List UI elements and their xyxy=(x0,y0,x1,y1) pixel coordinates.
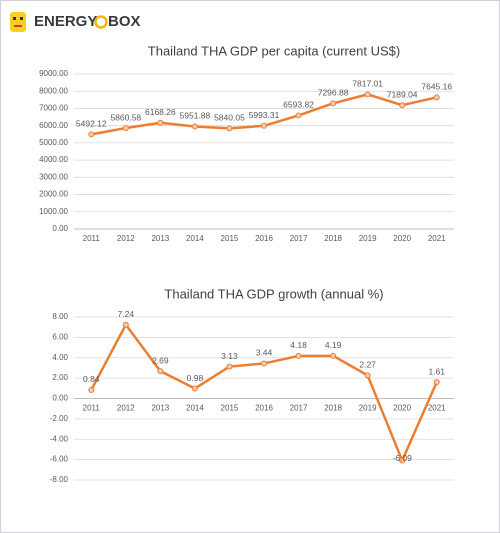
x-tick-label: 2012 xyxy=(117,234,135,243)
data-label: 4.19 xyxy=(325,340,342,350)
data-label: 5993.31 xyxy=(249,110,280,120)
data-label: 7296.88 xyxy=(318,88,349,98)
data-label: 2.27 xyxy=(359,360,376,370)
logo-eye xyxy=(13,17,16,20)
x-tick-label: 2020 xyxy=(393,404,411,413)
x-tick-label: 2015 xyxy=(221,404,239,413)
x-tick-label: 2018 xyxy=(324,404,342,413)
logo: ENERGY BOX xyxy=(10,12,141,32)
x-tick-label: 2016 xyxy=(255,234,273,243)
data-label: -6.09 xyxy=(392,453,412,463)
chart-title: Thailand THA GDP growth (annual %) xyxy=(164,286,383,301)
logo-mouth xyxy=(14,25,22,27)
chart-title: Thailand THA GDP per capita (current US$… xyxy=(148,43,400,58)
x-tick-label: 2019 xyxy=(359,404,377,413)
y-tick-label: 0.00 xyxy=(52,224,68,233)
marker xyxy=(261,122,267,129)
data-label: 7817.01 xyxy=(352,79,383,89)
logo-icon xyxy=(10,12,26,32)
data-label: 6168.26 xyxy=(145,107,176,117)
marker xyxy=(364,91,371,98)
y-tick-label: 6.00 xyxy=(52,332,68,341)
y-tick-label: 9000.00 xyxy=(39,69,68,78)
x-tick-label: 2016 xyxy=(255,404,273,413)
y-tick-label: 8.00 xyxy=(52,312,68,321)
y-tick-label: 4.00 xyxy=(52,353,68,362)
data-label: 3.13 xyxy=(221,351,238,361)
marker xyxy=(157,368,164,375)
y-tick-label: -2.00 xyxy=(50,414,69,423)
marker xyxy=(88,386,95,393)
data-label: 5492.12 xyxy=(76,119,107,129)
x-tick-label: 2017 xyxy=(290,404,308,413)
data-label: 2.69 xyxy=(152,355,169,365)
marker xyxy=(122,321,129,328)
marker xyxy=(191,385,198,392)
y-tick-label: 6000.00 xyxy=(39,121,68,130)
x-tick-label: 2019 xyxy=(359,234,377,243)
x-tick-label: 2018 xyxy=(324,234,342,243)
marker xyxy=(191,123,198,130)
data-label: 6593.82 xyxy=(283,100,314,110)
marker xyxy=(157,119,164,126)
marker xyxy=(226,125,233,132)
x-tick-label: 2014 xyxy=(186,234,204,243)
y-tick-label: 1000.00 xyxy=(39,207,68,216)
x-tick-label: 2021 xyxy=(428,404,446,413)
y-tick-label: -6.00 xyxy=(50,455,69,464)
x-tick-label: 2011 xyxy=(83,404,101,413)
logo-text: BOX xyxy=(108,13,141,30)
data-label: 5860.58 xyxy=(110,112,141,122)
data-label: 7189.04 xyxy=(387,89,418,99)
y-tick-label: -8.00 xyxy=(50,475,69,484)
marker xyxy=(122,125,129,132)
y-tick-label: 8000.00 xyxy=(39,86,68,95)
logo-eye xyxy=(20,17,23,20)
x-tick-label: 2013 xyxy=(151,234,169,243)
logo-o xyxy=(94,15,108,29)
y-tick-label: -4.00 xyxy=(50,434,69,443)
x-tick-label: 2011 xyxy=(83,234,101,243)
marker xyxy=(330,100,337,107)
data-label: 7.24 xyxy=(118,309,135,319)
marker xyxy=(399,102,406,109)
marker xyxy=(433,379,440,386)
y-tick-label: 0.00 xyxy=(52,394,68,403)
y-tick-label: 2000.00 xyxy=(39,190,68,199)
data-label: 5840.05 xyxy=(214,113,245,123)
x-tick-label: 2017 xyxy=(290,234,308,243)
marker xyxy=(295,112,302,119)
x-tick-label: 2020 xyxy=(393,234,411,243)
y-tick-label: 7000.00 xyxy=(39,104,68,113)
data-label: 1.61 xyxy=(428,366,445,376)
marker xyxy=(295,352,302,359)
x-tick-label: 2015 xyxy=(221,234,239,243)
data-label: 7645.16 xyxy=(421,82,452,92)
data-label: 0.98 xyxy=(187,373,204,383)
marker xyxy=(433,94,440,101)
marker xyxy=(330,352,337,359)
logo-text: ENERGY xyxy=(34,13,97,30)
marker xyxy=(88,131,95,138)
marker xyxy=(261,360,267,367)
marker xyxy=(364,372,371,379)
marker xyxy=(226,363,233,370)
data-label: 4.18 xyxy=(290,340,307,350)
y-tick-label: 2.00 xyxy=(52,373,68,382)
y-tick-label: 4000.00 xyxy=(39,155,68,164)
y-tick-label: 5000.00 xyxy=(39,138,68,147)
y-tick-label: 3000.00 xyxy=(39,172,68,181)
x-tick-label: 2021 xyxy=(428,234,446,243)
x-tick-label: 2013 xyxy=(151,404,169,413)
x-tick-label: 2012 xyxy=(117,404,135,413)
marker xyxy=(399,457,406,464)
data-label: 0.84 xyxy=(83,374,100,384)
data-label: 3.44 xyxy=(256,348,273,358)
x-tick-label: 2014 xyxy=(186,404,204,413)
data-label: 5951.88 xyxy=(180,111,211,121)
